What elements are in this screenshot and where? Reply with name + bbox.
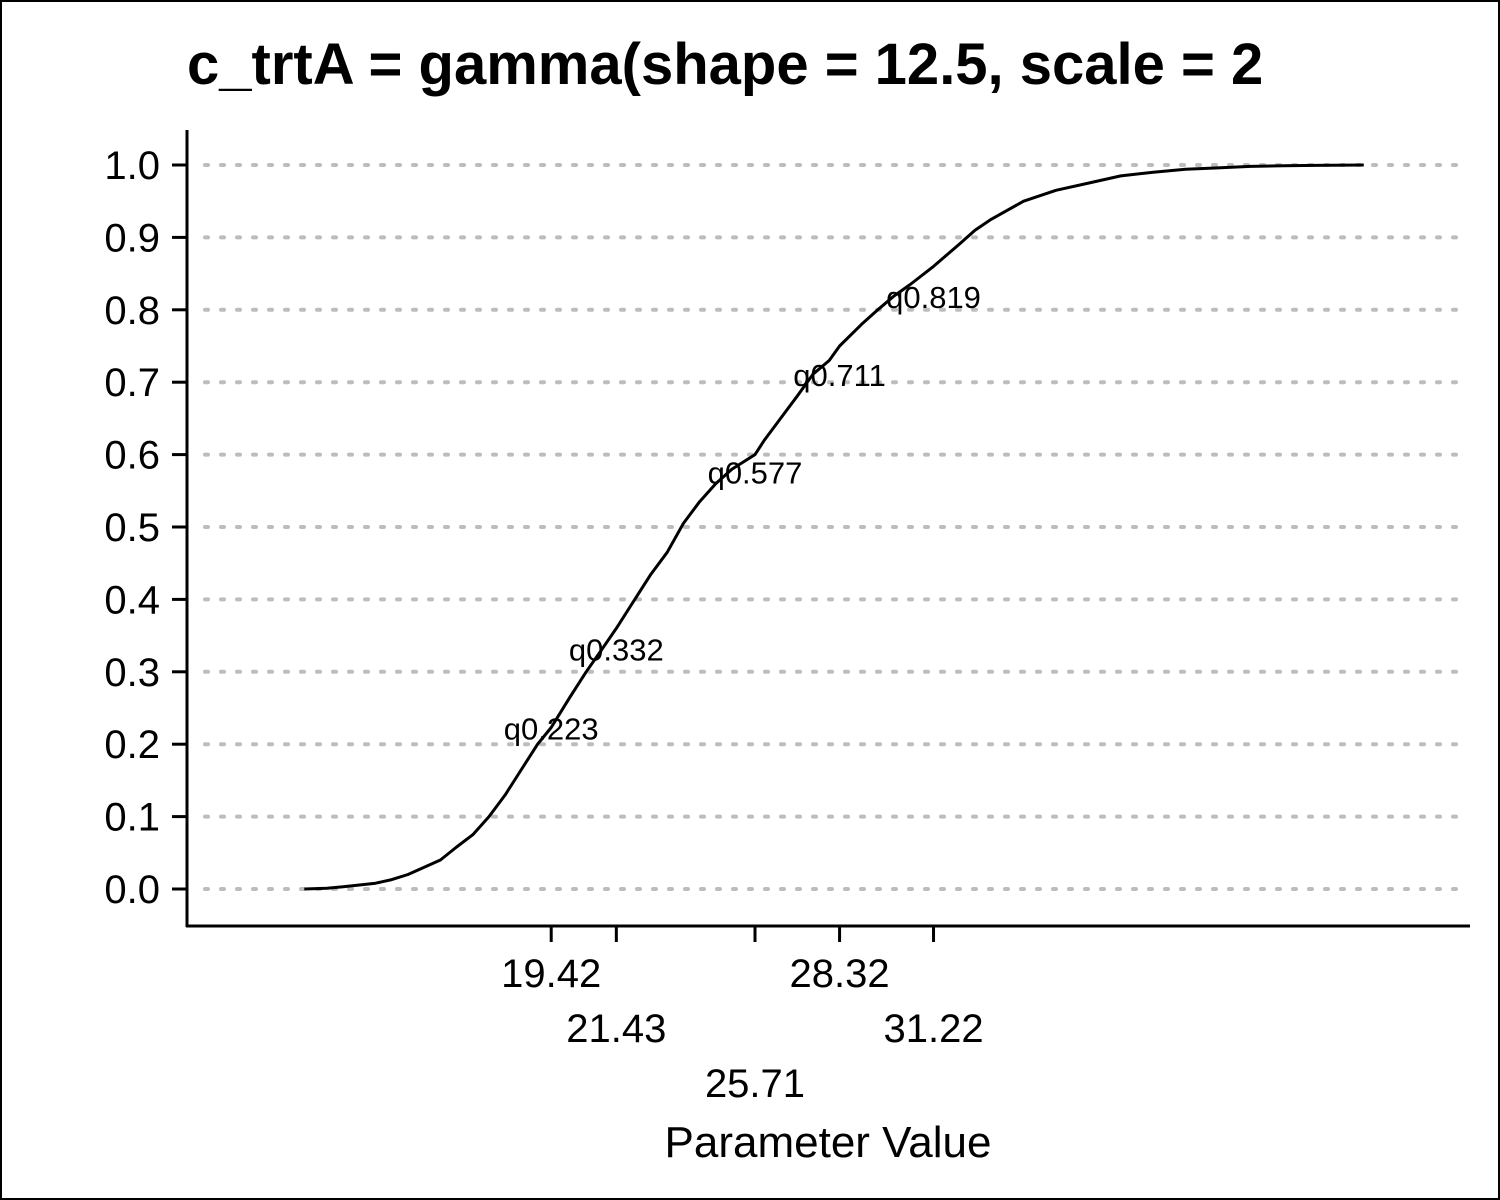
quantile-label: q0.332 [569,633,664,668]
y-tick-label: 0.2 [104,723,160,767]
y-tick-label: 0.7 [104,361,160,405]
axes: 0.0 0.1 0.2 0.3 0.4 0.5 0.6 0.7 0.8 0.9 1.0 19.42 21… [104,130,1470,1106]
y-tick-label: 0.4 [104,578,160,622]
y-tick-label: 0.3 [104,651,160,695]
x-tick-label: 28.32 [790,952,890,996]
quantile-annotations: q0.223 q0.332 q0.577 q0.711 q0.819 [504,280,981,747]
quantile-label: q0.711 [793,358,886,393]
x-tick-label: 25.71 [705,1062,805,1106]
x-axis-label: Parameter Value [665,1118,992,1167]
y-tick-label: 0.8 [104,289,160,333]
x-tick-label: 21.43 [566,1007,666,1051]
chart-title: c_trtA = gamma(shape = 12.5, scale = 2 [187,32,1263,97]
y-tick-label: 0.9 [104,216,160,260]
x-tick-label: 31.22 [883,1007,983,1051]
y-tick-label: 0.0 [104,868,160,912]
data-series [304,163,1364,891]
y-tick-label: 0.6 [104,434,160,478]
x-tick-label: 19.42 [501,952,601,996]
y-tick-label: 0.1 [104,796,160,840]
y-tick-label: 0.5 [104,506,160,550]
quantile-label: q0.223 [504,712,599,747]
grid-lines [203,163,1470,891]
quantile-label: q0.577 [708,455,803,490]
y-tick-label: 1.0 [104,144,160,188]
quantile-label: q0.819 [886,280,981,315]
cdf-line [304,163,1364,891]
